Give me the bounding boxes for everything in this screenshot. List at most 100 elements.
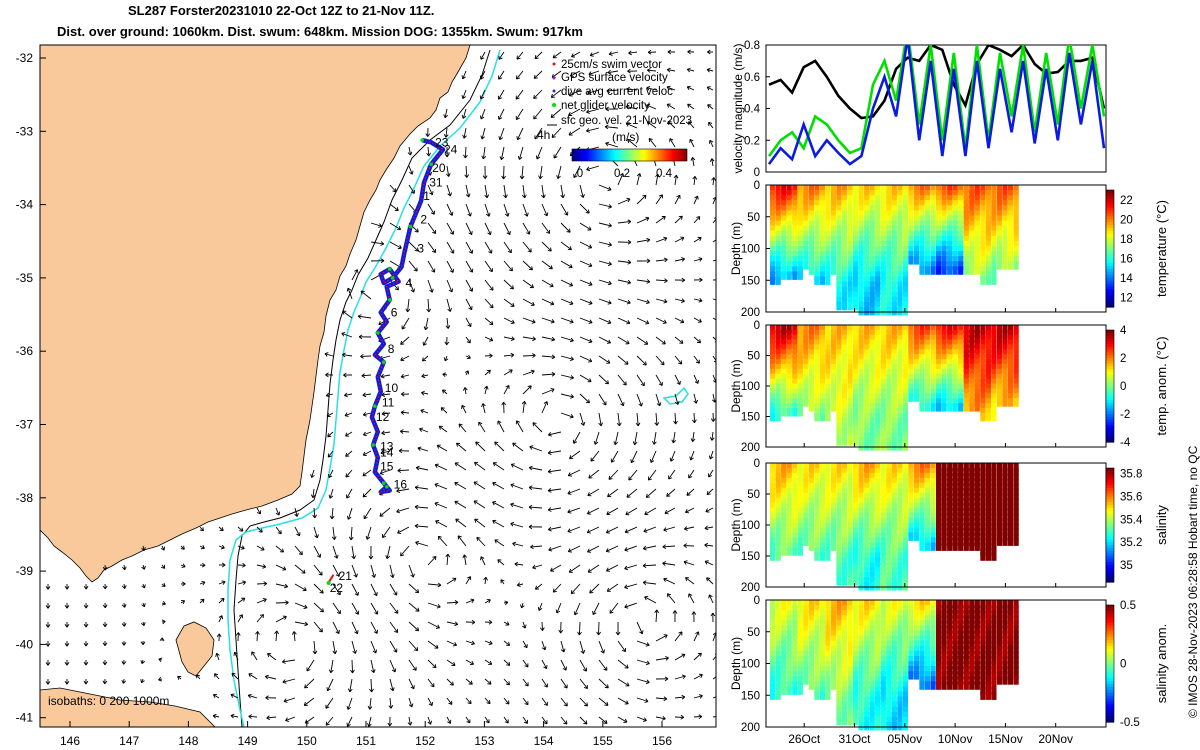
section-cell xyxy=(985,542,991,551)
current-vector-head xyxy=(341,332,346,337)
section-cell xyxy=(936,256,942,265)
current-vector-head xyxy=(688,121,693,126)
section-cell xyxy=(947,522,953,531)
section-cell xyxy=(853,344,859,353)
section-cell xyxy=(1013,251,1019,260)
section-cell xyxy=(781,532,787,541)
section-cell xyxy=(781,655,787,665)
section-cell xyxy=(864,620,870,629)
current-vector xyxy=(465,298,473,310)
section-cell xyxy=(858,615,864,624)
section-cell xyxy=(980,482,986,492)
section-cell xyxy=(996,251,1003,260)
section-cell xyxy=(985,492,991,502)
section-cell xyxy=(875,412,881,422)
section-cell xyxy=(974,468,980,477)
current-vector-head xyxy=(523,644,528,649)
current-vector-head xyxy=(282,659,286,664)
current-vector xyxy=(510,522,524,528)
section-cell xyxy=(786,532,792,541)
current-vector xyxy=(522,260,533,271)
section-cell xyxy=(781,600,787,609)
current-vector xyxy=(400,545,410,557)
section-cell xyxy=(808,359,814,368)
section-cell xyxy=(847,296,853,306)
section-cell xyxy=(781,235,787,245)
colorbar-cell xyxy=(1106,190,1114,194)
section-cell xyxy=(947,373,953,383)
section-cell xyxy=(797,349,803,358)
section-cell xyxy=(858,417,864,427)
current-vector xyxy=(693,412,695,423)
section-cell xyxy=(847,605,853,614)
current-vector xyxy=(304,678,315,689)
current-vector-head xyxy=(560,648,566,653)
section-cell xyxy=(924,185,931,194)
current-vector-head xyxy=(669,138,674,143)
section-cell xyxy=(786,666,792,675)
section-cell xyxy=(819,502,825,512)
section-cell xyxy=(930,403,936,412)
current-vector-head xyxy=(468,287,474,292)
section-cell xyxy=(775,630,781,639)
current-vector xyxy=(313,640,316,654)
section-cell xyxy=(936,200,942,209)
section-cell xyxy=(775,472,781,482)
section-cell xyxy=(819,329,825,339)
section-cell xyxy=(781,251,787,260)
current-vector-head xyxy=(533,115,538,120)
section-cell xyxy=(830,225,837,235)
section-cell xyxy=(847,256,853,265)
section-cell xyxy=(841,600,848,609)
section-cell xyxy=(853,502,859,512)
current-vector xyxy=(427,602,441,608)
current-vector-head xyxy=(626,86,630,92)
section-cell xyxy=(770,620,776,629)
current-vector-head xyxy=(427,720,432,725)
section-cell xyxy=(880,354,886,363)
section-cell xyxy=(980,383,986,393)
current-vector-head xyxy=(291,631,297,635)
section-cell xyxy=(908,344,914,353)
section-cell xyxy=(875,339,881,349)
section-cell xyxy=(858,696,864,705)
colorbar-cell xyxy=(1106,377,1114,381)
current-vector xyxy=(541,640,546,651)
current-vector-head xyxy=(267,653,272,658)
section-cell xyxy=(941,532,947,541)
current-vector xyxy=(712,676,716,680)
section-cell xyxy=(985,482,991,492)
velocity-series-2 xyxy=(767,45,1106,166)
section-cell xyxy=(781,512,787,522)
section-cell xyxy=(858,661,864,670)
current-vector-head xyxy=(282,615,287,620)
section-cell xyxy=(847,567,853,576)
current-vector xyxy=(503,354,514,357)
current-vector xyxy=(693,716,702,718)
section-cell xyxy=(786,195,792,204)
section-cell xyxy=(797,190,803,199)
section-cell xyxy=(786,246,792,255)
section-cell xyxy=(875,512,881,522)
section-cell xyxy=(991,344,997,353)
current-vector xyxy=(256,545,265,551)
section-cell xyxy=(770,517,776,527)
section-cell xyxy=(819,681,825,690)
section-cell xyxy=(913,354,920,363)
section-cell xyxy=(797,368,803,378)
section-cell xyxy=(770,630,776,639)
section-cell xyxy=(980,368,986,378)
section-cell xyxy=(841,220,848,230)
section-cell xyxy=(869,671,875,680)
section-cell xyxy=(808,605,814,614)
section-cell xyxy=(930,261,936,270)
current-vector xyxy=(463,127,467,139)
section-cell xyxy=(886,517,892,527)
section-cell xyxy=(808,383,814,393)
section-cell xyxy=(891,349,897,358)
section-cell xyxy=(864,334,870,344)
current-vector-head xyxy=(624,360,629,365)
current-vector xyxy=(693,237,702,243)
current-vector-head xyxy=(310,473,315,478)
section-cell xyxy=(803,605,809,614)
